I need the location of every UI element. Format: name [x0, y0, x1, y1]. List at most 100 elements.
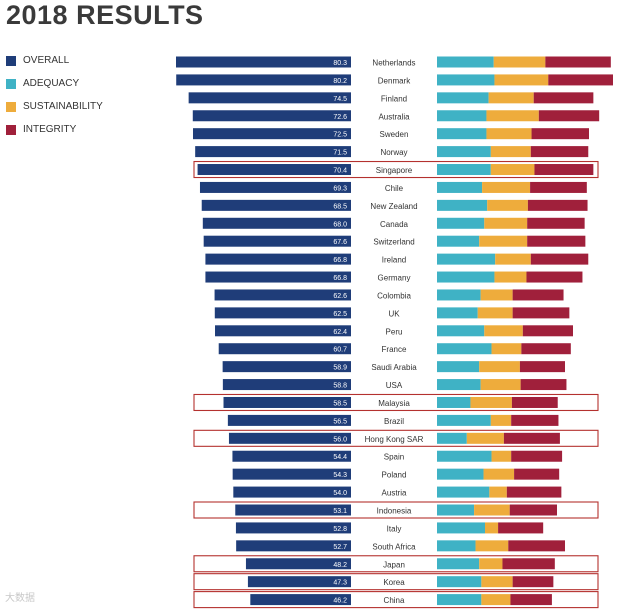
- overall-value-spain: 54.4: [333, 454, 347, 461]
- integrity-bar-peru: [522, 325, 573, 337]
- legend-label-integrity: INTEGRITY: [23, 124, 77, 135]
- highlight-box-hong-kong-sar: [193, 429, 599, 447]
- overall-value-norway: 71.5: [333, 150, 347, 157]
- integrity-bar-new-zealand: [527, 199, 588, 211]
- overall-value-uk: 62.5: [333, 311, 347, 318]
- country-label-saudi-arabia: Saudi Arabia: [371, 363, 417, 372]
- sustainability-bar-switzerland: [479, 235, 528, 247]
- overall-value-south-africa: 52.7: [333, 544, 347, 551]
- integrity-bar-austria: [506, 486, 562, 498]
- integrity-bar-hong-kong-sar: [503, 432, 560, 444]
- overall-value-usa: 58.8: [333, 383, 347, 390]
- overall-bar-france: [218, 343, 351, 355]
- overall-value-ireland: 66.8: [333, 257, 347, 264]
- overall-value-finland: 74.5: [333, 96, 347, 103]
- integrity-bar-japan: [502, 558, 555, 570]
- overall-value-netherlands: 80.3: [333, 60, 347, 67]
- sustainability-bar-malaysia: [470, 396, 512, 408]
- overall-bar-finland: [188, 92, 351, 104]
- integrity-bar-korea: [512, 576, 554, 588]
- integrity-bar-italy: [498, 522, 544, 534]
- sustainability-bar-france: [491, 343, 522, 355]
- integrity-bar-norway: [530, 146, 589, 158]
- sustainability-bar-peru: [484, 325, 523, 337]
- integrity-bar-brazil: [511, 414, 559, 426]
- overall-bar-colombia: [214, 289, 351, 301]
- adequacy-bar-indonesia: [437, 504, 475, 516]
- sustainability-bar-netherlands: [493, 56, 546, 68]
- sustainability-bar-poland: [483, 468, 515, 480]
- overall-value-austria: 54.0: [333, 490, 347, 497]
- sustainability-bar-indonesia: [474, 504, 510, 516]
- integrity-bar-ireland: [530, 253, 589, 265]
- integrity-bar-germany: [526, 271, 583, 283]
- overall-value-australia: 72.6: [333, 114, 347, 121]
- overall-bar-switzerland: [203, 235, 351, 247]
- overall-value-malaysia: 58.5: [333, 400, 347, 407]
- country-label-uk: UK: [388, 309, 400, 318]
- overall-value-denmark: 80.2: [333, 78, 347, 85]
- adequacy-bar-denmark: [437, 74, 495, 86]
- adequacy-bar-usa: [437, 379, 481, 391]
- overall-value-hong-kong-sar: 56.0: [333, 436, 347, 443]
- adequacy-bar-switzerland: [437, 235, 480, 247]
- legend-swatch-sustainability: [6, 102, 16, 112]
- overall-bar-singapore: [197, 164, 351, 176]
- country-label-korea: Korea: [383, 578, 405, 587]
- legend-label-sustainability: SUSTAINABILITY: [23, 101, 103, 112]
- adequacy-bar-sweden: [437, 128, 487, 140]
- country-label-poland: Poland: [382, 471, 407, 480]
- legend-swatch-overall: [6, 56, 16, 66]
- adequacy-bar-saudi-arabia: [437, 361, 480, 373]
- sustainability-bar-canada: [484, 217, 528, 229]
- overall-bar-germany: [205, 271, 351, 283]
- sustainability-bar-new-zealand: [487, 199, 528, 211]
- sustainability-bar-australia: [486, 110, 539, 122]
- country-label-singapore: Singapore: [376, 166, 413, 175]
- overall-bar-indonesia: [235, 504, 351, 516]
- sustainability-bar-austria: [489, 486, 507, 498]
- watermark: 大数据: [5, 593, 35, 604]
- integrity-bar-uk: [512, 307, 570, 319]
- country-label-usa: USA: [386, 381, 403, 390]
- sustainability-bar-denmark: [494, 74, 549, 86]
- adequacy-bar-italy: [437, 522, 485, 534]
- overall-bar-japan: [245, 558, 351, 570]
- overall-bar-netherlands: [176, 56, 351, 68]
- integrity-bar-colombia: [512, 289, 564, 301]
- integrity-bar-switzerland: [527, 235, 586, 247]
- sustainability-bar-hong-kong-sar: [466, 432, 504, 444]
- sustainability-bar-singapore: [490, 164, 535, 176]
- sustainability-bar-japan: [479, 558, 503, 570]
- overall-bar-china: [250, 594, 351, 606]
- overall-value-switzerland: 67.6: [333, 239, 347, 246]
- adequacy-bar-malaysia: [437, 396, 471, 408]
- sustainability-bar-spain: [491, 450, 512, 462]
- overall-bar-malaysia: [223, 396, 351, 408]
- adequacy-bar-canada: [437, 217, 485, 229]
- integrity-bar-australia: [538, 110, 600, 122]
- sustainability-bar-usa: [480, 379, 521, 391]
- overall-bar-sweden: [192, 128, 351, 140]
- chart-title: 2018 RESULTS: [6, 0, 204, 30]
- overall-bar-chile: [199, 181, 351, 193]
- sustainability-bar-saudi-arabia: [479, 361, 520, 373]
- adequacy-bar-japan: [437, 558, 480, 570]
- country-label-netherlands: Netherlands: [372, 59, 415, 68]
- country-label-germany: Germany: [378, 274, 411, 283]
- overall-value-poland: 54.3: [333, 472, 347, 479]
- overall-bar-brazil: [227, 414, 351, 426]
- legend-item-adequacy: ADEQUACY: [6, 78, 136, 92]
- overall-bar-australia: [192, 110, 351, 122]
- sustainability-bar-sweden: [486, 128, 532, 140]
- overall-value-china: 46.2: [333, 598, 347, 605]
- adequacy-bar-ireland: [437, 253, 496, 265]
- adequacy-bar-uk: [437, 307, 478, 319]
- integrity-bar-france: [521, 343, 571, 355]
- country-label-japan: Japan: [383, 560, 405, 569]
- overall-value-germany: 66.8: [333, 275, 347, 282]
- adequacy-bar-austria: [437, 486, 490, 498]
- sustainability-bar-norway: [490, 146, 531, 158]
- country-label-norway: Norway: [380, 148, 407, 157]
